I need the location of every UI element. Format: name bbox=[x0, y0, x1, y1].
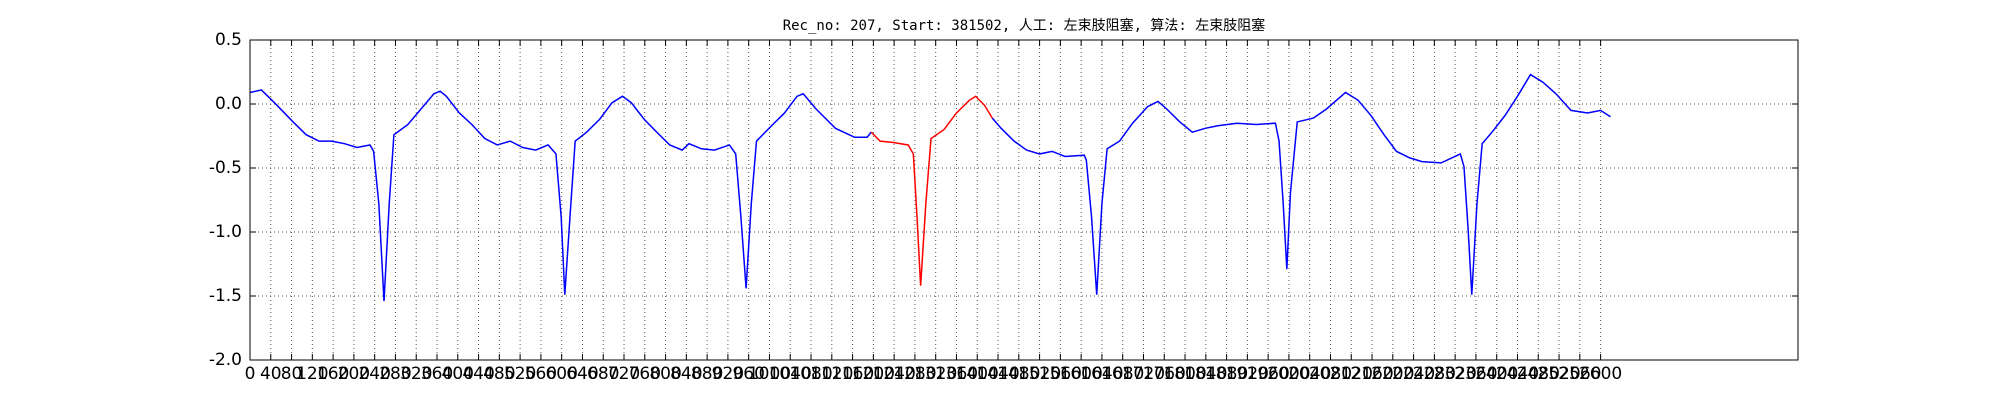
x-tick-label: 880 bbox=[691, 364, 723, 384]
x-tick-label: 2400 bbox=[1475, 364, 1518, 384]
x-tick-label: 2040 bbox=[1288, 364, 1331, 384]
x-tick-label: 1240 bbox=[873, 364, 916, 384]
x-tick-label: 1600 bbox=[1060, 364, 1103, 384]
x-tick-label: 2440 bbox=[1496, 364, 1539, 384]
x-tick-label: 1200 bbox=[852, 364, 895, 384]
x-tick-label: 320 bbox=[400, 364, 432, 384]
x-tick-label: 1440 bbox=[976, 364, 1019, 384]
x-tick-label: 1280 bbox=[893, 364, 936, 384]
x-tick-label: 360 bbox=[421, 364, 453, 384]
x-tick-label: 440 bbox=[462, 364, 494, 384]
x-tick-label: 200 bbox=[338, 364, 370, 384]
x-tick-label: 80 bbox=[281, 364, 303, 384]
x-tick-label: 40 bbox=[260, 364, 282, 384]
y-tick-label: -2.0 bbox=[209, 350, 242, 370]
x-tick-label: 1160 bbox=[831, 364, 874, 384]
x-tick-label: 920 bbox=[712, 364, 744, 384]
x-tick-label: 2080 bbox=[1309, 364, 1352, 384]
x-tick-label: 1560 bbox=[1039, 364, 1082, 384]
ecg-line bbox=[991, 73, 1611, 295]
x-tick-label: 1480 bbox=[997, 364, 1040, 384]
x-tick-label: 680 bbox=[587, 364, 619, 384]
x-tick-label: 1400 bbox=[956, 364, 999, 384]
x-tick-label: 120 bbox=[296, 364, 328, 384]
x-tick-label: 1720 bbox=[1122, 364, 1165, 384]
x-tick-label: 400 bbox=[442, 364, 474, 384]
x-tick-label: 840 bbox=[670, 364, 702, 384]
y-tick-label: 0.5 bbox=[215, 30, 242, 50]
x-tick-label: 1800 bbox=[1163, 364, 1206, 384]
ecg-line bbox=[870, 95, 993, 286]
x-tick-label: 2480 bbox=[1517, 364, 1560, 384]
x-tick-label: 1080 bbox=[789, 364, 832, 384]
x-tick-label: 480 bbox=[483, 364, 515, 384]
x-tick-label: 2520 bbox=[1537, 364, 1580, 384]
y-tick-label: -0.5 bbox=[209, 158, 242, 178]
x-tick-label: 600 bbox=[545, 364, 577, 384]
x-tick-label: 160 bbox=[317, 364, 349, 384]
x-tick-label: 280 bbox=[379, 364, 411, 384]
x-tick-label: 1880 bbox=[1205, 364, 1248, 384]
x-tick-label: 1840 bbox=[1184, 364, 1227, 384]
x-tick-label: 2200 bbox=[1371, 364, 1414, 384]
x-tick-label: 2000 bbox=[1267, 364, 1310, 384]
x-tick-label: 1760 bbox=[1143, 364, 1186, 384]
x-tick-label: 640 bbox=[566, 364, 598, 384]
x-tick-label: 1320 bbox=[914, 364, 957, 384]
x-tick-label: 1120 bbox=[810, 364, 853, 384]
x-tick-label: 800 bbox=[649, 364, 681, 384]
x-tick-label: 1920 bbox=[1226, 364, 1269, 384]
x-tick-label: 0 bbox=[245, 364, 256, 384]
x-tick-label: 2280 bbox=[1413, 364, 1456, 384]
x-tick-label: 2320 bbox=[1434, 364, 1477, 384]
x-tick-label: 1360 bbox=[935, 364, 978, 384]
ecg-line bbox=[249, 89, 872, 302]
x-tick-label: 720 bbox=[608, 364, 640, 384]
x-tick-label: 2560 bbox=[1558, 364, 1601, 384]
x-tick-label: 1040 bbox=[769, 364, 812, 384]
x-tick-label: 240 bbox=[358, 364, 390, 384]
x-tick-label: 2160 bbox=[1350, 364, 1393, 384]
x-tick-label: 960 bbox=[732, 364, 764, 384]
x-tick-label: 2360 bbox=[1454, 364, 1497, 384]
x-tick-label: 2240 bbox=[1392, 364, 1435, 384]
x-tick-label: 520 bbox=[504, 364, 536, 384]
x-tick-label: 1960 bbox=[1247, 364, 1290, 384]
x-tick-label: 1000 bbox=[748, 364, 791, 384]
x-tick-label: 2120 bbox=[1330, 364, 1373, 384]
y-tick-label: -1.0 bbox=[209, 222, 242, 242]
plot-frame bbox=[249, 39, 1799, 361]
x-tick-label: 1640 bbox=[1080, 364, 1123, 384]
x-tick-label: 2600 bbox=[1579, 364, 1622, 384]
x-tick-label: 1520 bbox=[1018, 364, 1061, 384]
chart-title: Rec_no: 207, Start: 381502, 人工: 左束肢阻塞, 算… bbox=[783, 17, 1266, 34]
x-tick-label: 760 bbox=[629, 364, 661, 384]
x-tick-label: 560 bbox=[525, 364, 557, 384]
x-tick-label: 1680 bbox=[1101, 364, 1144, 384]
y-tick-label: -1.5 bbox=[209, 286, 242, 306]
y-tick-label: 0.0 bbox=[215, 94, 242, 114]
